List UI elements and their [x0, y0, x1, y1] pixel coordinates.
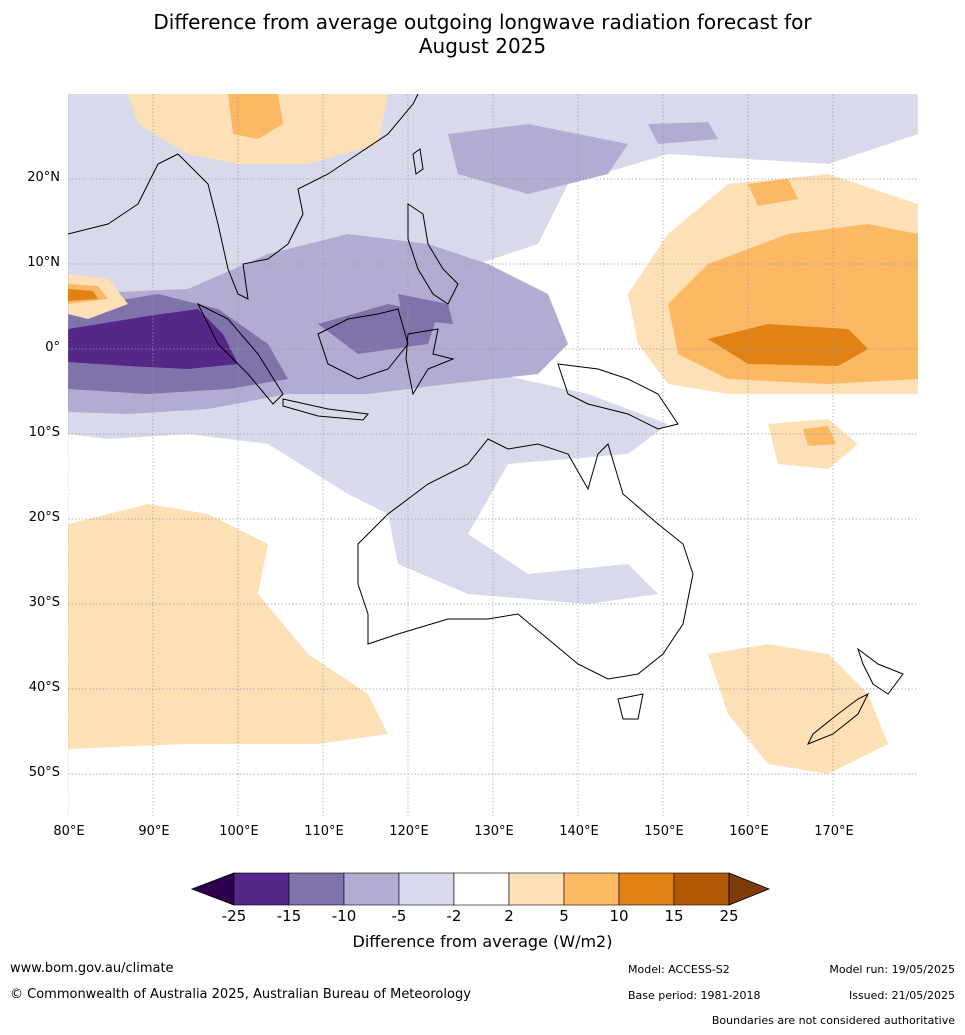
lat-label-10n: 10°N — [27, 255, 60, 270]
colorbar-tick: -5 — [391, 907, 407, 925]
model-run-text: Model run: 19/05/2025 — [829, 963, 955, 976]
anomaly-region-medium-purple-3 — [648, 122, 718, 144]
website-link[interactable]: www.bom.gov.au/climate — [10, 961, 174, 976]
colorbar-cell — [288, 872, 345, 906]
lon-label-100e: 100°E — [219, 824, 259, 839]
lon-label-160e: 160°E — [729, 824, 769, 839]
colorbar-tick: -25 — [221, 907, 247, 925]
australia-coastline — [357, 438, 694, 680]
title-line-1: Difference from average outgoing longwav… — [153, 10, 812, 34]
colorbar-tick: 25 — [719, 907, 739, 925]
lat-label-20s: 20°S — [28, 510, 60, 525]
colorbar-tick: -10 — [331, 907, 357, 925]
anomaly-region-dark-orange-pacific — [708, 324, 868, 366]
lon-label-80e: 80°E — [53, 824, 85, 839]
anomaly-region-medium-orange-north-2 — [748, 179, 798, 206]
lon-label-140e: 140°E — [559, 824, 599, 839]
lon-label-120e: 120°E — [389, 824, 429, 839]
sumatra-coastline — [196, 302, 284, 405]
disclaimer-text: Boundaries are not considered authoritat… — [711, 1014, 955, 1027]
anomaly-region-light-purple-2 — [68, 204, 128, 264]
tasmania-coastline — [617, 693, 644, 720]
colorbar-tick: 15 — [664, 907, 684, 925]
anomaly-region-medium-orange-north — [228, 94, 283, 139]
taiwan-coastline — [412, 148, 424, 175]
anomaly-region-dark-purple-3 — [398, 294, 453, 324]
lat-label-40s: 40°S — [28, 680, 60, 695]
colorbar-tick: -15 — [276, 907, 302, 925]
colorbar-cell — [563, 872, 620, 906]
philippines-coastline — [407, 203, 459, 305]
colorbar-label: Difference from average (W/m2) — [352, 932, 613, 951]
lon-label-150e: 150°E — [644, 824, 684, 839]
new-zealand-south-coastline — [806, 692, 870, 745]
anomaly-region-medium-purple-2 — [448, 124, 628, 194]
issued-text: Issued: 21/05/2025 — [848, 989, 955, 1002]
anomaly-region-dark-orange-bay — [68, 289, 98, 301]
colorbar-cell — [453, 872, 510, 906]
colorbar-extend-low — [190, 872, 235, 906]
lat-label-50s: 50°S — [28, 765, 60, 780]
colorbar — [190, 872, 771, 906]
lat-label-equator: 0° — [45, 340, 60, 355]
colorbar-cell — [618, 872, 675, 906]
anomaly-region-light-orange-tasman — [708, 644, 888, 774]
java-coastline — [282, 398, 369, 421]
colorbar-tick: -2 — [446, 907, 462, 925]
anomaly-region-light-orange-indian-ocean — [68, 504, 388, 749]
lon-label-90e: 90°E — [138, 824, 170, 839]
colorbar-cell — [398, 872, 455, 906]
map-canvas — [68, 94, 918, 816]
graticule — [68, 94, 918, 816]
map-title: Difference from average outgoing longwav… — [0, 10, 965, 58]
borneo-coastline — [317, 308, 409, 380]
colorbar-tick: 10 — [609, 907, 629, 925]
base-period-text: Base period: 1981-2018 — [628, 989, 761, 1002]
sulawesi-coastline — [405, 328, 455, 396]
colorbar-tick: 2 — [504, 907, 514, 925]
colorbar-extend-high — [728, 872, 771, 906]
lat-label-10s: 10°S — [28, 425, 60, 440]
colorbar-cell — [508, 872, 565, 906]
new-guinea-coastline — [557, 363, 679, 430]
lat-label-30s: 30°S — [28, 595, 60, 610]
title-line-2: August 2025 — [418, 34, 547, 58]
colorbar-tick: 5 — [559, 907, 569, 925]
lon-label-170e: 170°E — [814, 824, 854, 839]
anomaly-region-medium-orange-coral — [803, 426, 836, 446]
new-zealand-north-coastline — [857, 647, 904, 695]
anomaly-region-light-purple — [68, 94, 918, 604]
map-panel[interactable] — [68, 94, 918, 816]
model-text: Model: ACCESS-S2 — [628, 963, 730, 976]
coastlines — [68, 94, 904, 745]
colorbar-cell — [673, 872, 730, 906]
mainland-asia-coastline — [68, 94, 419, 300]
copyright-text: © Commonwealth of Australia 2025, Austra… — [10, 987, 471, 1002]
colorbar-cell — [233, 872, 290, 906]
lon-label-110e: 110°E — [304, 824, 344, 839]
lat-label-20n: 20°N — [27, 170, 60, 185]
colorbar-cell — [343, 872, 400, 906]
lon-label-130e: 130°E — [474, 824, 514, 839]
